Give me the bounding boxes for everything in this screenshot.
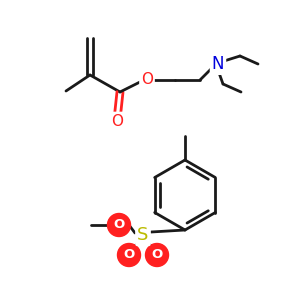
Text: O: O xyxy=(152,248,163,262)
Text: O: O xyxy=(111,113,123,128)
Text: O: O xyxy=(113,218,124,232)
Text: O: O xyxy=(141,73,153,88)
Circle shape xyxy=(107,214,130,236)
Text: N: N xyxy=(212,55,224,73)
Circle shape xyxy=(146,244,169,266)
Circle shape xyxy=(118,244,140,266)
Text: S: S xyxy=(137,226,149,244)
Text: O: O xyxy=(123,248,135,262)
